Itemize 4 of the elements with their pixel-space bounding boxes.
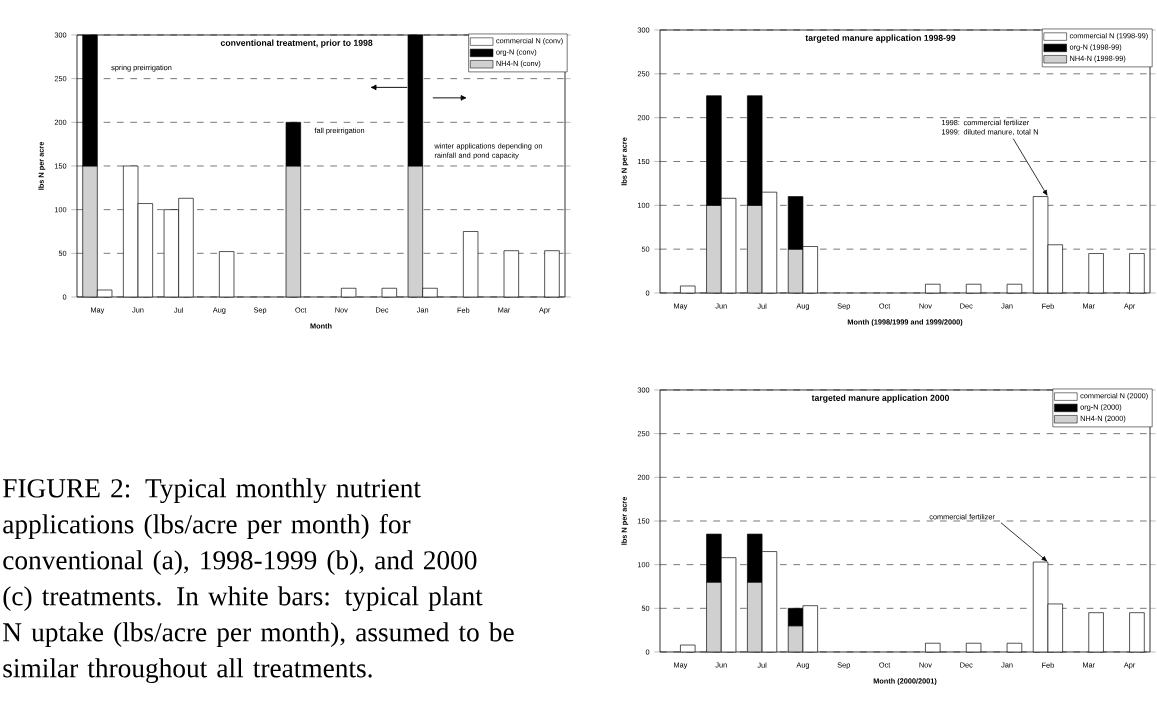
- chart-title: targeted manure application 2000: [811, 394, 949, 403]
- chart-title: targeted manure application 1998-99: [805, 34, 956, 43]
- chart-title: conventional treatment, prior to 1998: [220, 39, 373, 48]
- caption: FIGURE 2: Typical monthly nutrient applications (lbs/acre per month) for conventional (a), 1998-1999 (b), and 2000 (c) treatments. In white bars: typical plant N uptake (lbs/acre per month), assumed to be similar throughout all treatments.: [3, 478, 514, 684]
